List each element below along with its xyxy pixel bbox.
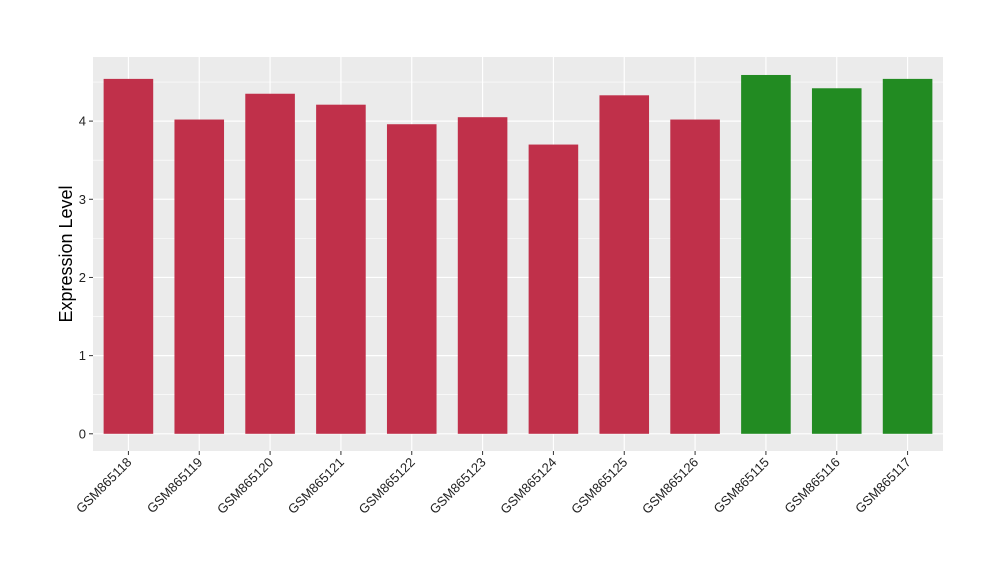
- x-tick-label: GSM865126: [639, 455, 701, 517]
- bar-GSM865120: [245, 93, 295, 434]
- y-tick-label: 4: [79, 114, 86, 129]
- bar-GSM865118: [103, 78, 154, 434]
- bar-GSM865117: [882, 78, 933, 434]
- x-axis: GSM865118 GSM865119 GSM865120 GSM865121 GSM8…: [73, 451, 914, 517]
- y-tick-label: 2: [79, 270, 86, 285]
- x-tick-label: GSM865123: [426, 455, 488, 517]
- x-tick-label: GSM865116: [781, 455, 843, 517]
- bar-GSM865125: [599, 95, 650, 434]
- bars: [103, 74, 933, 434]
- x-tick-label: GSM865125: [568, 455, 630, 517]
- x-tick-label: GSM865121: [285, 455, 347, 517]
- y-axis: 0 1 2 3 4: [79, 114, 93, 441]
- x-tick-label: GSM865124: [497, 455, 559, 517]
- bar-GSM865122: [386, 124, 437, 434]
- x-tick-label: GSM865117: [852, 455, 914, 517]
- y-axis-title: Expression Level: [56, 185, 76, 322]
- minor-gridlines: [93, 81, 943, 396]
- x-tick-label: GSM865119: [144, 455, 206, 517]
- x-tick-label: GSM865122: [356, 455, 418, 517]
- bar-GSM865121: [316, 104, 366, 434]
- x-tick-label: GSM865115: [710, 455, 772, 517]
- bar-GSM865126: [670, 119, 720, 434]
- bar-GSM865124: [528, 144, 579, 434]
- bar-GSM865119: [174, 119, 225, 434]
- bar-GSM865123: [457, 117, 508, 434]
- x-tick-label: GSM865120: [214, 455, 276, 517]
- x-tick-label: GSM865118: [73, 455, 135, 517]
- y-tick-label: 3: [79, 192, 86, 207]
- plot-panel: [93, 57, 943, 451]
- bar-GSM865116: [811, 88, 862, 434]
- y-tick-label: 1: [79, 348, 86, 363]
- bar-GSM865115: [741, 74, 791, 434]
- y-tick-label: 0: [79, 426, 86, 441]
